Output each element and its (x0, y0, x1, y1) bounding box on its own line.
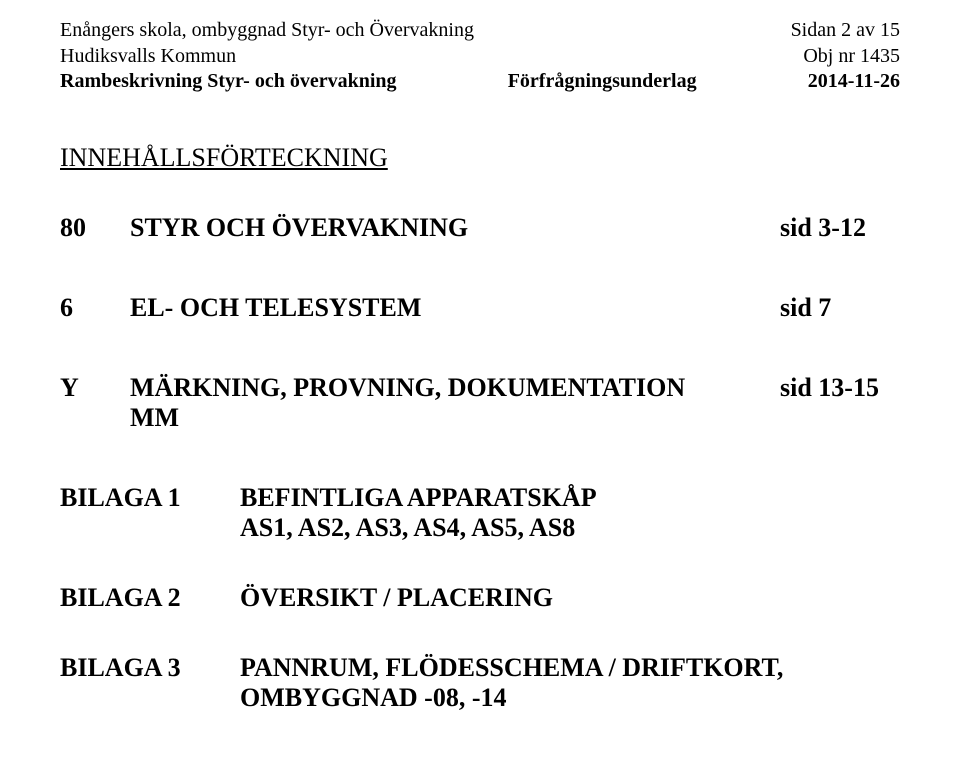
appendix-desc: PANNRUM, FLÖDESSCHEMA / DRIFTKORT, OMBYG… (240, 653, 900, 713)
header-municipality: Hudiksvalls Kommun (60, 44, 236, 70)
header-row-2: Hudiksvalls Kommun Obj nr 1435 (60, 44, 900, 70)
appendix-entry: BILAGA 1 BEFINTLIGA APPARATSKÅP AS1, AS2… (60, 483, 900, 543)
page-header: Enångers skola, ombyggnad Styr- och Över… (60, 18, 900, 95)
appendix-desc-line2: AS1, AS2, AS3, AS4, AS5, AS8 (240, 513, 575, 542)
toc-label: MÄRKNING, PROVNING, DOKUMENTATION MM (130, 373, 780, 433)
appendix-entry: BILAGA 3 PANNRUM, FLÖDESSCHEMA / DRIFTKO… (60, 653, 900, 713)
toc-label-line1: MÄRKNING, PROVNING, DOKUMENTATION (130, 373, 685, 402)
toc-num: 6 (60, 293, 130, 323)
header-title: Enångers skola, ombyggnad Styr- och Över… (60, 18, 474, 44)
document-page: Enångers skola, ombyggnad Styr- och Över… (0, 0, 960, 733)
appendix-desc-line2: OMBYGGNAD -08, -14 (240, 683, 506, 712)
header-row-3: Rambeskrivning Styr- och övervakning För… (60, 69, 900, 95)
header-page-number: Sidan 2 av 15 (791, 18, 900, 44)
toc-entry: 80 STYR OCH ÖVERVAKNING sid 3-12 (60, 213, 900, 243)
appendix-entry: BILAGA 2 ÖVERSIKT / PLACERING (60, 583, 900, 613)
appendix-label: BILAGA 2 (60, 583, 240, 613)
header-doc-subtype: Förfrågningsunderlag (508, 69, 697, 95)
toc-num: Y (60, 373, 130, 403)
header-date: 2014-11-26 (808, 69, 900, 95)
appendix-desc: BEFINTLIGA APPARATSKÅP AS1, AS2, AS3, AS… (240, 483, 900, 543)
appendix-desc-line1: BEFINTLIGA APPARATSKÅP (240, 483, 597, 512)
toc-label: STYR OCH ÖVERVAKNING (130, 213, 780, 243)
toc-label-line2: MM (130, 403, 780, 433)
toc-heading: INNEHÅLLSFÖRTECKNING (60, 143, 900, 173)
appendix-desc-line1: PANNRUM, FLÖDESSCHEMA / DRIFTKORT, (240, 653, 783, 682)
appendix-desc-line1: ÖVERSIKT / PLACERING (240, 583, 553, 612)
toc-num: 80 (60, 213, 130, 243)
header-object-number: Obj nr 1435 (803, 44, 900, 70)
appendix-label: BILAGA 1 (60, 483, 240, 513)
appendix-label: BILAGA 3 (60, 653, 240, 683)
appendix-desc: ÖVERSIKT / PLACERING (240, 583, 900, 613)
toc-entry: 6 EL- OCH TELESYSTEM sid 7 (60, 293, 900, 323)
toc-label: EL- OCH TELESYSTEM (130, 293, 780, 323)
header-doc-type: Rambeskrivning Styr- och övervakning (60, 69, 397, 95)
toc-page: sid 13-15 (780, 373, 900, 403)
header-row-1: Enångers skola, ombyggnad Styr- och Över… (60, 18, 900, 44)
toc-page: sid 7 (780, 293, 900, 323)
toc-entry: Y MÄRKNING, PROVNING, DOKUMENTATION MM s… (60, 373, 900, 433)
toc-page: sid 3-12 (780, 213, 900, 243)
